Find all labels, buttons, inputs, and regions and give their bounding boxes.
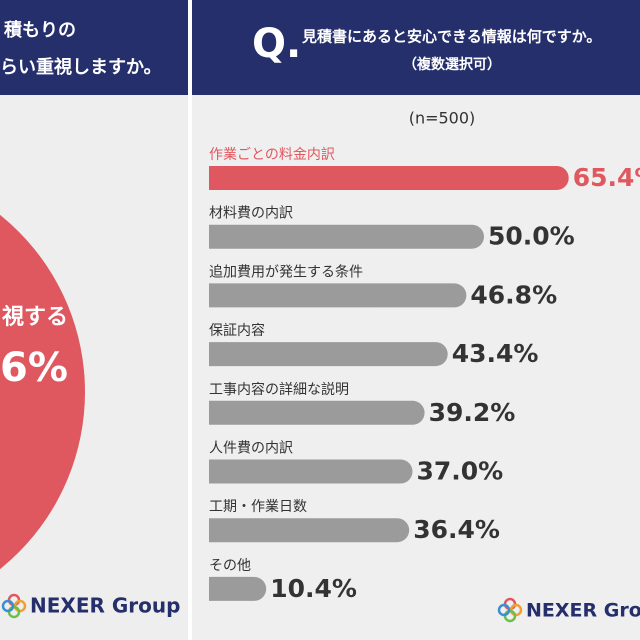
sample-note: (n=500) [409, 109, 476, 128]
value-label: 10.4% [270, 574, 357, 603]
bar [209, 576, 267, 601]
category-label: 材料費の内訳 [209, 206, 293, 222]
pie-value: 6% [0, 345, 68, 391]
value-label: 65.4% [573, 163, 640, 192]
bar [209, 518, 410, 543]
pie-slice [0, 214, 85, 570]
value-label: 36.4% [413, 515, 500, 544]
left-header [0, 0, 188, 95]
logo-petal [497, 603, 511, 617]
chart-subtitle: （複数選択可） [403, 56, 501, 73]
value-label: 43.4% [452, 339, 539, 368]
left-title-line: 積もりの [3, 19, 76, 41]
bar [209, 166, 569, 190]
q-mark: Q. [252, 21, 301, 67]
logo-text: NEXER Group [30, 594, 180, 618]
category-label: 作業ごとの料金内訳 [209, 147, 335, 163]
bar [209, 342, 448, 367]
bar [209, 400, 425, 425]
right-header [192, 0, 640, 95]
category-label: 工事内容の詳細な説明 [209, 381, 349, 398]
pie-label: 視する [2, 305, 68, 330]
category-label: 工期・作業日数 [209, 499, 307, 515]
logo-petal [1, 599, 15, 613]
bar [209, 224, 485, 249]
logo-icon [497, 597, 523, 623]
value-label: 50.0% [488, 222, 575, 251]
category-label: 保証内容 [209, 322, 265, 339]
category-label: その他 [209, 558, 251, 574]
bar [209, 283, 467, 308]
value-label: 46.8% [470, 280, 557, 309]
logo-icon [1, 593, 27, 619]
left-title-line: らい重視しますか。 [0, 56, 162, 78]
value-label: 39.2% [429, 398, 516, 427]
logo-text: NEXER Group [526, 600, 640, 622]
value-label: 37.0% [417, 457, 504, 486]
bar [209, 459, 413, 484]
bar-chart: 作業ごとの料金内訳 65.4% 材料費の内訳 50.0% 追加費用が発生する条件 46.8… [209, 147, 640, 603]
category-label: 人件費の内訳 [209, 441, 293, 457]
chart-title: 見積書にあると安心できる情報は何ですか。 [301, 28, 601, 46]
category-label: 追加費用が発生する条件 [209, 263, 363, 280]
